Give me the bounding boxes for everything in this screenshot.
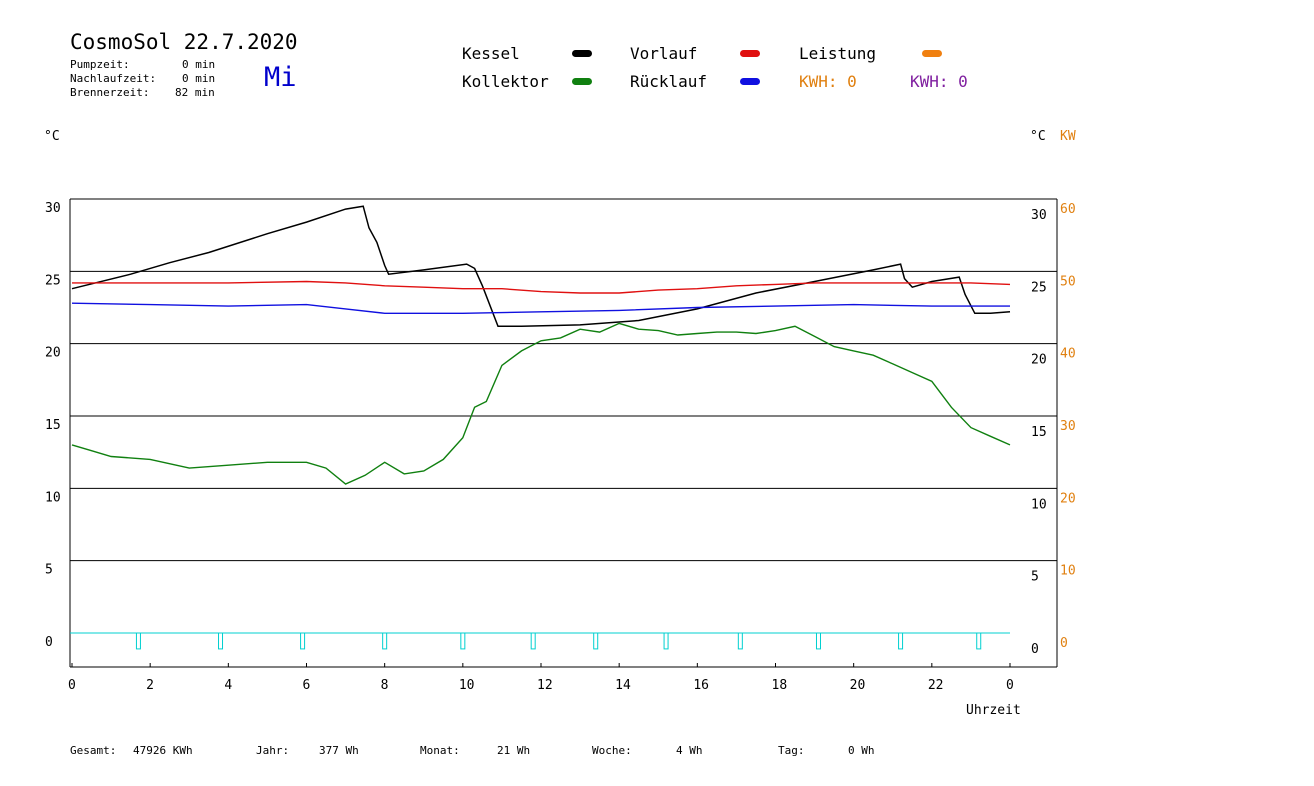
y-tick-label-left: 15 (45, 418, 61, 433)
y2-tick-label-power: 40 (1060, 347, 1076, 362)
y-tick-label-left: 30 (45, 201, 61, 216)
y-tick-label-left: 25 (45, 273, 61, 288)
pump-pulse-mark (135, 632, 141, 650)
y-tick-label-left: 5 (45, 563, 53, 578)
stat-value-brennerzeit: 82 min (175, 86, 215, 99)
y2-tick-label-power: 20 (1060, 491, 1076, 506)
legend-kessel-label: Kessel (462, 44, 520, 63)
x-tick-label: 0 (68, 678, 76, 693)
y-tick-label-left: 20 (45, 346, 61, 361)
x-tick-label: 8 (381, 678, 389, 693)
stat-label-nachlaufzeit: Nachlaufzeit: (70, 72, 157, 85)
y-tick-label-right: 15 (1031, 425, 1047, 440)
y2-tick-label-power: 30 (1060, 419, 1076, 434)
legend-vorlauf-label: Vorlauf (630, 44, 698, 63)
right-axis-power-unit: KW (1060, 129, 1076, 144)
pump-pulse-mark (218, 632, 224, 650)
pump-pulse-mark (530, 632, 536, 650)
legend-ruecklauf-label: Rücklauf (630, 72, 708, 91)
x-tick-label: 22 (928, 678, 944, 693)
x-tick-label: 20 (850, 678, 866, 693)
x-tick-label: 10 (459, 678, 475, 693)
x-tick-label: 2 (146, 678, 154, 693)
legend-kollektor-swatch (572, 78, 592, 85)
pump-pulse-mark (737, 632, 743, 650)
left-axis-unit: °C (44, 129, 60, 144)
legend-leistung-label: Leistung (799, 44, 877, 63)
y-tick-label-right: 10 (1031, 497, 1047, 512)
y-tick-label-right: 5 (1031, 570, 1039, 585)
pump-pulse-mark (300, 632, 306, 650)
footer-tag-value: 0 Wh (848, 744, 875, 757)
legend-leistung-swatch (922, 50, 942, 57)
y-tick-label-right: 20 (1031, 353, 1047, 368)
x-tick-label: 14 (615, 678, 631, 693)
footer-monat-label: Monat: (420, 744, 460, 757)
series-line-vorlauf (72, 280, 1011, 294)
chart-title: CosmoSol 22.7.2020 (70, 30, 298, 54)
footer-gesamt-value: 47926 KWh (133, 744, 193, 757)
y-tick-label-right: 30 (1031, 208, 1047, 223)
weekday-label: Mi (264, 62, 297, 93)
pump-pulse-mark (460, 632, 466, 650)
pump-pulse-mark (593, 632, 599, 650)
legend-ruecklauf-swatch (740, 78, 760, 85)
footer-tag-label: Tag: (778, 744, 805, 757)
y-tick-label-left: 0 (45, 635, 53, 650)
x-tick-label: 18 (772, 678, 788, 693)
footer-jahr-value: 377 Wh (319, 744, 359, 757)
y-tick-label-right: 0 (1031, 642, 1039, 657)
stat-label-pumpzeit: Pumpzeit: (70, 58, 130, 71)
legend-kollektor-label: Kollektor (462, 72, 549, 91)
stat-label-brennerzeit: Brennerzeit: (70, 86, 150, 99)
footer-monat-value: 21 Wh (497, 744, 531, 757)
legend-vorlauf-swatch (740, 50, 760, 57)
y2-tick-label-power: 10 (1060, 564, 1076, 579)
x-tick-label: 16 (693, 678, 709, 693)
y-tick-label-left: 10 (45, 490, 61, 505)
footer-gesamt-label: Gesamt: (70, 744, 117, 757)
y2-tick-label-power: 50 (1060, 274, 1076, 289)
pump-pulse-mark (976, 632, 982, 650)
y-tick-label-right: 25 (1031, 280, 1047, 295)
y2-tick-label-power: 0 (1060, 636, 1068, 651)
series-line-ruecklauf (71, 302, 1010, 314)
legend-kwh-orange: KWH: 0 (799, 72, 857, 91)
legend-kwh-purple: KWH: 0 (910, 72, 968, 91)
legend-kessel-swatch (572, 50, 592, 57)
x-tick-label: 0 (1006, 678, 1014, 693)
footer-jahr-label: Jahr: (256, 744, 290, 757)
footer-woche-value: 4 Wh (676, 744, 703, 757)
series-line-kessel (71, 205, 1011, 328)
x-axis-label: Uhrzeit (966, 703, 1021, 718)
x-tick-label: 6 (303, 678, 311, 693)
stat-value-nachlaufzeit: 0 min (182, 72, 216, 85)
x-tick-label: 12 (537, 678, 553, 693)
pump-pulse-mark (815, 632, 821, 650)
x-tick-label: 4 (224, 678, 232, 693)
footer-woche-label: Woche: (592, 744, 632, 757)
pump-pulse-mark (382, 632, 388, 650)
right-axis-temp-unit: °C (1030, 129, 1046, 144)
pump-pulse-mark (663, 632, 669, 650)
pump-pulse-mark (898, 632, 904, 650)
y2-tick-label-power: 60 (1060, 202, 1076, 217)
series-line-kollektor (71, 322, 1011, 485)
stat-value-pumpzeit: 0 min (182, 58, 216, 71)
